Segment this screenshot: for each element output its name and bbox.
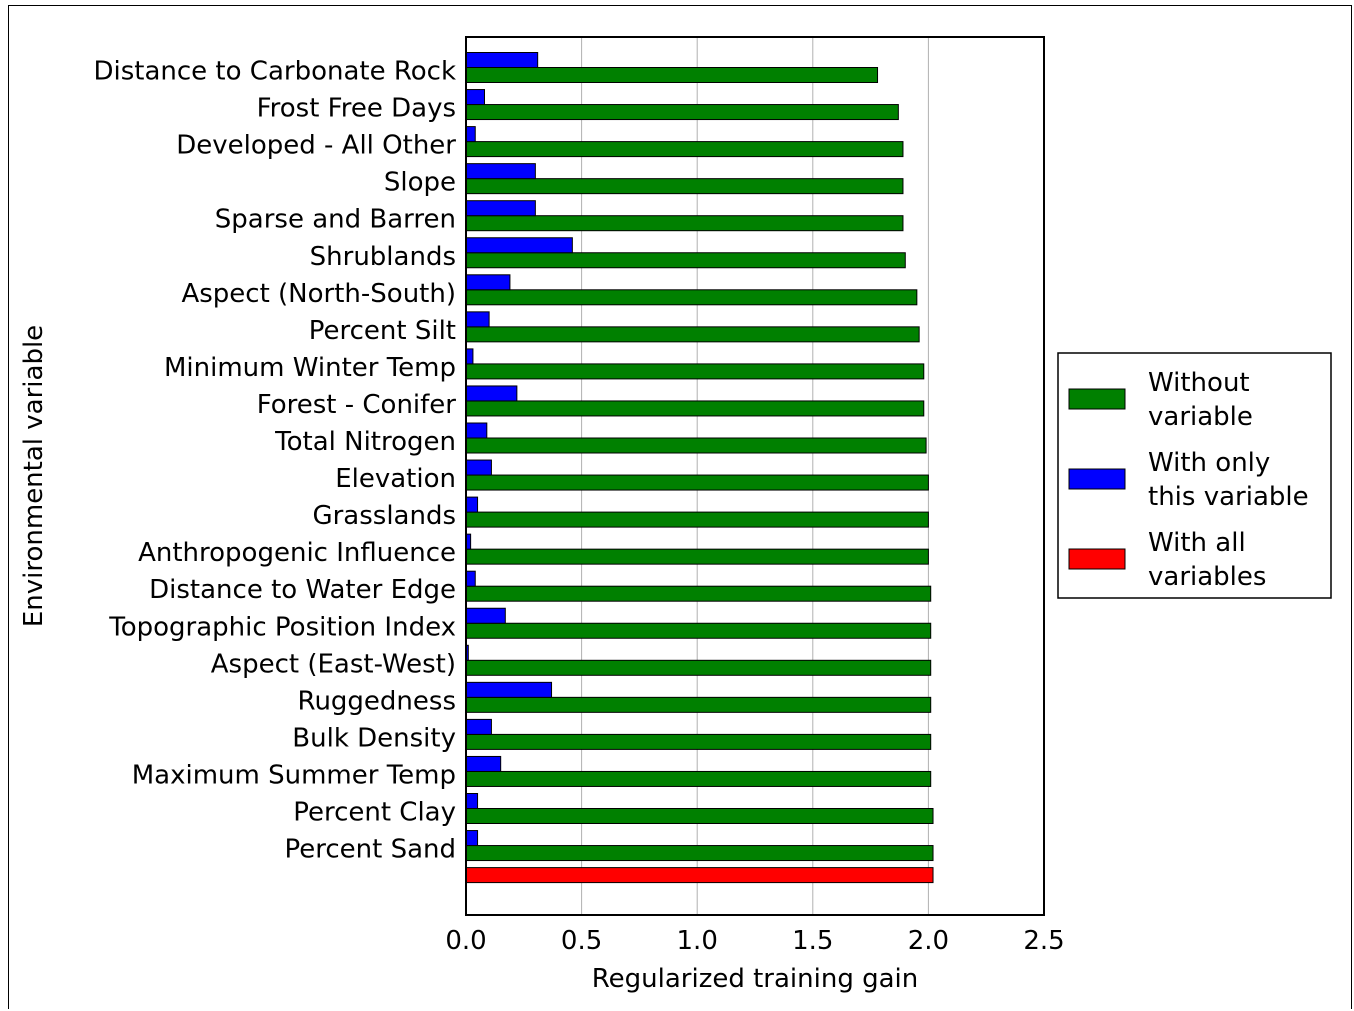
- bar-without-variable: [465, 770, 932, 787]
- bar-without-variable: [465, 289, 918, 306]
- category-label: Bulk Density: [292, 723, 456, 753]
- bar-with-only-this-variable: [465, 311, 490, 328]
- bar-without-variable: [465, 400, 925, 417]
- legend-label: variables: [1148, 562, 1266, 592]
- category-label: Developed - All Other: [176, 131, 456, 161]
- bars: [465, 52, 934, 884]
- bar-with-only-this-variable: [465, 274, 511, 291]
- bar-without-variable: [465, 622, 932, 639]
- category-label: Anthropogenic Influence: [138, 538, 456, 568]
- category-label: Forest - Conifer: [257, 390, 457, 420]
- bar-without-variable: [465, 696, 932, 713]
- bar-without-variable: [465, 659, 932, 676]
- category-label: Slope: [384, 168, 456, 198]
- category-label: Distance to Carbonate Rock: [93, 57, 456, 87]
- bar-with-only-this-variable: [465, 755, 502, 772]
- bar-with-only-this-variable: [465, 52, 539, 68]
- bar-with-only-this-variable: [465, 570, 476, 587]
- bar-with-only-this-variable: [465, 793, 479, 809]
- bar-without-variable: [465, 178, 904, 195]
- bar-with-only-this-variable: [465, 163, 536, 180]
- bar-with-all-variables: [465, 867, 934, 884]
- bar-with-only-this-variable: [465, 496, 479, 513]
- legend-label: this variable: [1148, 482, 1309, 512]
- bar-without-variable: [465, 845, 934, 862]
- y-axis-label: Environmental variable: [19, 325, 49, 627]
- legend-label: With all: [1148, 528, 1246, 558]
- bar-without-variable: [465, 363, 925, 380]
- category-label: Aspect (East-West): [211, 649, 456, 679]
- category-label: Percent Sand: [284, 835, 456, 865]
- bar-with-only-this-variable: [465, 237, 573, 254]
- x-tick-label: 0.5: [561, 926, 602, 956]
- legend-swatch: [1068, 388, 1126, 410]
- category-label: Ruggedness: [298, 686, 456, 716]
- x-tick-label: 1.5: [792, 926, 833, 956]
- bar-with-only-this-variable: [465, 89, 485, 106]
- bar-with-only-this-variable: [465, 385, 518, 402]
- bar-without-variable: [465, 474, 929, 491]
- bar-with-only-this-variable: [465, 830, 479, 847]
- category-label: Topographic Position Index: [108, 612, 456, 642]
- bar-without-variable: [465, 252, 906, 269]
- bar-with-only-this-variable: [465, 200, 536, 217]
- legend-label: variable: [1148, 402, 1253, 432]
- bar-without-variable: [465, 585, 932, 602]
- x-tick-labels: 0.0 0.5 1.0 1.5 2.0 2.5: [445, 926, 1064, 956]
- category-label: Minimum Winter Temp: [164, 353, 456, 383]
- category-label: Shrublands: [310, 242, 456, 272]
- category-label: Maximum Summer Temp: [132, 760, 456, 790]
- legend-swatch: [1068, 548, 1126, 570]
- x-axis-label: Regularized training gain: [592, 964, 919, 994]
- bar-without-variable: [465, 215, 904, 232]
- bar-without-variable: [465, 733, 932, 750]
- x-tick-label: 2.5: [1023, 926, 1064, 956]
- bar-without-variable: [465, 326, 920, 343]
- legend-swatch: [1068, 468, 1126, 490]
- bar-without-variable: [465, 808, 934, 824]
- category-label: Percent Silt: [309, 316, 456, 346]
- x-tick-label: 2.0: [908, 926, 949, 956]
- bar-without-variable: [465, 141, 904, 158]
- bar-with-only-this-variable: [465, 422, 488, 439]
- bar-with-only-this-variable: [465, 348, 474, 365]
- x-tick-label: 1.0: [677, 926, 718, 956]
- bar-with-only-this-variable: [465, 681, 553, 698]
- category-label: Frost Free Days: [257, 94, 456, 124]
- category-label: Aspect (North-South): [181, 279, 456, 309]
- bar-with-only-this-variable: [465, 459, 492, 476]
- legend-label: Without: [1148, 368, 1250, 398]
- bar-without-variable: [465, 511, 929, 528]
- plot-area-border: [465, 36, 1045, 916]
- bar-without-variable: [465, 104, 899, 121]
- bar-with-only-this-variable: [465, 126, 476, 143]
- category-label: Grasslands: [312, 501, 456, 531]
- bar-with-only-this-variable: [465, 718, 492, 735]
- bar-without-variable: [465, 67, 879, 83]
- category-label: Sparse and Barren: [215, 205, 456, 235]
- x-tick-label: 0.0: [445, 926, 486, 956]
- bar-without-variable: [465, 548, 929, 565]
- category-label: Distance to Water Edge: [149, 575, 456, 605]
- category-label: Total Nitrogen: [274, 427, 456, 457]
- legend: Without variable With only this variable Wit…: [1057, 352, 1332, 599]
- bar-with-only-this-variable: [465, 607, 506, 624]
- category-labels: Distance to Carbonate Rock Frost Free Day…: [93, 57, 456, 865]
- category-label: Elevation: [335, 464, 456, 494]
- bar-without-variable: [465, 437, 927, 454]
- category-label: Percent Clay: [293, 798, 456, 828]
- legend-label: With only: [1148, 448, 1270, 478]
